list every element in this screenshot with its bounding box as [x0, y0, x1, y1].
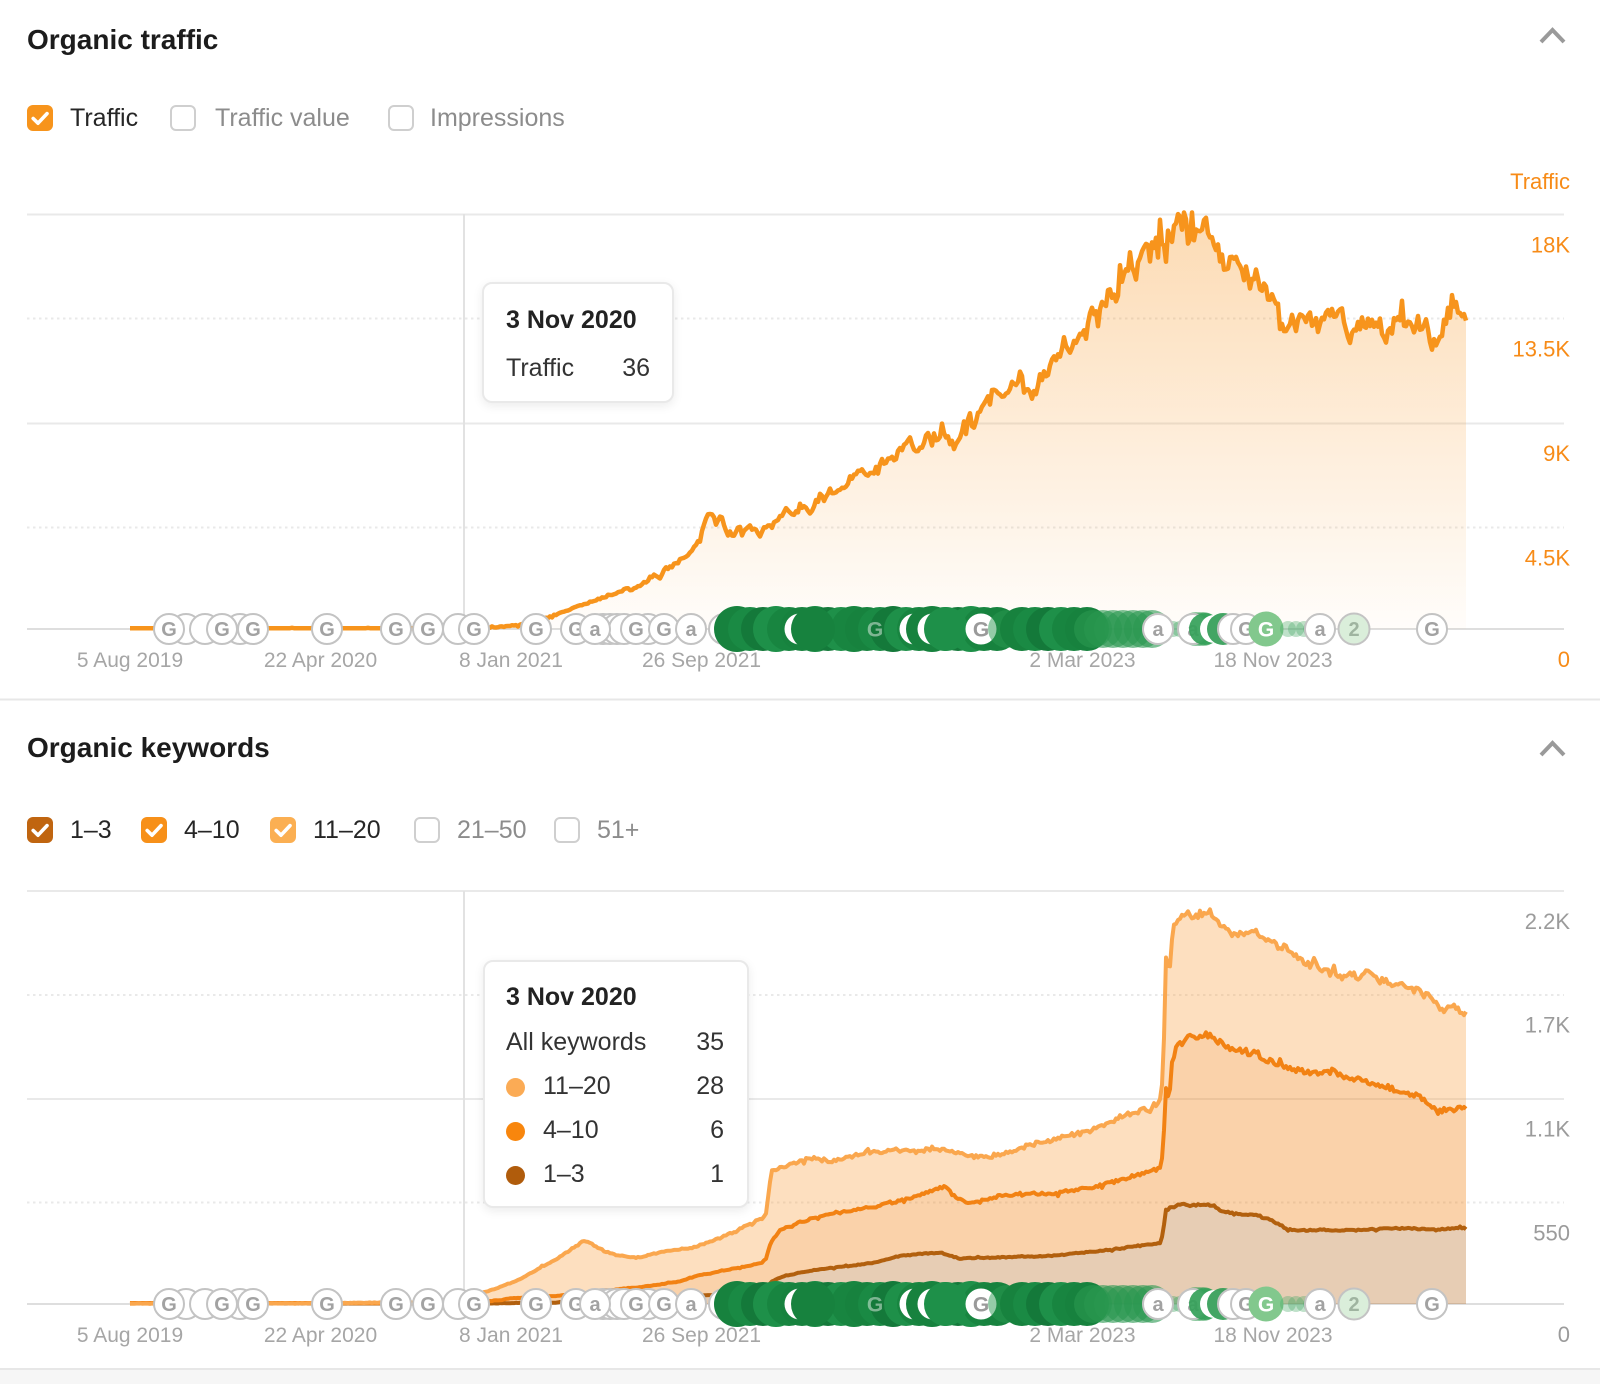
- svg-text:18 Nov 2023: 18 Nov 2023: [1213, 1324, 1332, 1347]
- svg-text:18K: 18K: [1531, 233, 1570, 258]
- svg-text:26 Sep 2021: 26 Sep 2021: [642, 649, 761, 672]
- svg-text:2.2K: 2.2K: [1525, 909, 1571, 934]
- svg-text:9K: 9K: [1543, 441, 1570, 466]
- svg-text:0: 0: [1558, 1322, 1570, 1347]
- svg-text:1.7K: 1.7K: [1525, 1013, 1571, 1038]
- svg-text:550: 550: [1533, 1221, 1570, 1246]
- svg-text:1.1K: 1.1K: [1525, 1117, 1571, 1142]
- svg-text:13.5K: 13.5K: [1513, 337, 1571, 362]
- svg-text:0: 0: [1558, 647, 1570, 672]
- svg-text:4.5K: 4.5K: [1525, 546, 1571, 571]
- svg-text:2 Mar 2023: 2 Mar 2023: [1029, 1324, 1135, 1347]
- svg-text:8 Jan 2021: 8 Jan 2021: [459, 649, 563, 672]
- svg-text:22 Apr 2020: 22 Apr 2020: [264, 649, 377, 672]
- svg-text:26 Sep 2021: 26 Sep 2021: [642, 1324, 761, 1347]
- svg-text:2 Mar 2023: 2 Mar 2023: [1029, 649, 1135, 672]
- svg-text:Traffic: Traffic: [1510, 169, 1570, 194]
- svg-text:8 Jan 2021: 8 Jan 2021: [459, 1324, 563, 1347]
- svg-text:22 Apr 2020: 22 Apr 2020: [264, 1324, 377, 1347]
- svg-text:18 Nov 2023: 18 Nov 2023: [1213, 649, 1332, 672]
- svg-text:5 Aug 2019: 5 Aug 2019: [77, 1324, 183, 1347]
- svg-text:5 Aug 2019: 5 Aug 2019: [77, 649, 183, 672]
